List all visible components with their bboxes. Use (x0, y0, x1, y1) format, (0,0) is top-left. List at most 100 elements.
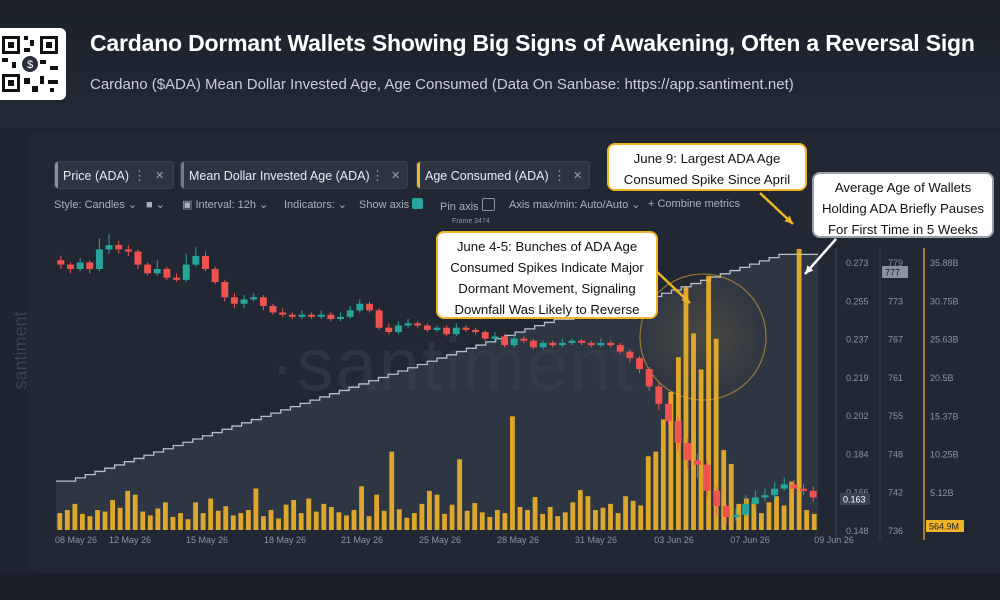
x-axis-tick: 21 May 26 (341, 535, 383, 545)
price-candle-body (76, 262, 84, 269)
price-candle-body (645, 369, 653, 387)
price-candle-body (279, 312, 287, 315)
show-axis-toggle[interactable]: Show axis (359, 198, 424, 211)
price-candle-body (105, 245, 113, 250)
age-consumed-bar (313, 511, 319, 530)
age-consumed-bar (336, 512, 342, 530)
price-candle-body (597, 342, 605, 346)
price-candle-body (780, 484, 788, 489)
price-candle-body (356, 303, 364, 311)
age-consumed-bar (404, 517, 410, 530)
age-consumed-bar (321, 503, 327, 530)
age-consumed-bar (396, 509, 402, 530)
age-consumed-bar (64, 510, 70, 530)
header: $ Cardano Dormant Wallets Showing Big Si… (0, 0, 1000, 128)
color-picker[interactable]: ■ ⌄ (146, 199, 165, 211)
age-consumed-bar (562, 512, 568, 530)
price-candle-body (298, 314, 306, 317)
age-consumed-bar (449, 504, 455, 530)
axis-maxmin-dropdown[interactable]: Axis max/min: Auto/Auto ⌄ (509, 199, 641, 211)
age-consumed-bar (532, 496, 538, 530)
price-candle-body (626, 351, 634, 359)
style-dropdown[interactable]: Style: Candles ⌄ (54, 199, 138, 211)
callout-june-9: June 9: Largest ADA Age Consumed Spike S… (607, 143, 807, 191)
age-consumed-bar (457, 459, 463, 530)
price-candle-body (539, 342, 547, 348)
age-consumed-bar (645, 456, 651, 530)
age-consumed-bar (691, 333, 696, 530)
age-consumed-bar (72, 503, 78, 530)
metric-tab-price[interactable]: Price (ADA) ⋮ ✕ (54, 161, 174, 189)
age-consumed-bar (517, 506, 523, 530)
age-axis-tick: 30.75B (930, 296, 959, 306)
age-consumed-bar (728, 463, 734, 530)
age-consumed-bar (155, 508, 161, 530)
price-candle-body (86, 262, 94, 269)
age-consumed-bar (706, 275, 712, 530)
price-candle-body (761, 495, 769, 498)
age-consumed-bar (540, 513, 546, 530)
mdia-axis-tick: 736 (888, 526, 903, 536)
more-options-icon[interactable]: ⋮ (371, 168, 384, 183)
price-candle-body (771, 488, 779, 496)
price-candle-body (269, 305, 277, 313)
age-consumed-bar (487, 516, 493, 530)
x-axis-tick: 28 May 26 (497, 535, 539, 545)
price-candle-body (375, 310, 383, 328)
metric-tab-mdia[interactable]: Mean Dollar Invested Age (ADA) ⋮ ✕ (180, 161, 408, 189)
close-icon[interactable]: ✕ (391, 170, 401, 182)
price-axis-tick: 0.237 (846, 335, 869, 345)
age-consumed-bar (623, 496, 629, 530)
price-candle-body (202, 255, 209, 269)
age-consumed-bar (608, 503, 613, 530)
age-consumed-bar (804, 510, 810, 530)
price-candle-body (144, 264, 152, 274)
age-consumed-bar (721, 450, 727, 530)
mdia-axis-tick: 773 (888, 296, 903, 306)
x-axis-tick: 07 Jun 26 (730, 535, 770, 545)
price-candle-body (665, 403, 672, 422)
close-icon[interactable]: ✕ (573, 170, 583, 182)
age-consumed-bar (351, 510, 357, 530)
age-consumed-bar (796, 248, 802, 531)
age-consumed-bar (781, 505, 787, 530)
age-consumed-bar (751, 502, 757, 530)
more-options-icon[interactable]: ⋮ (553, 168, 566, 183)
age-consumed-bar (344, 515, 349, 530)
axis-maxmin-label: Axis max/min: Auto/Auto (509, 199, 629, 211)
metric-tab-age-consumed[interactable]: Age Consumed (ADA) ⋮ ✕ (416, 161, 590, 189)
price-candle-body (163, 268, 171, 278)
close-icon[interactable]: ✕ (155, 170, 165, 182)
interval-dropdown[interactable]: ▣ Interval: 12h ⌄ (182, 199, 269, 211)
age-axis-tick: 25.63B (930, 335, 959, 345)
price-candle-body (732, 514, 740, 517)
price-axis-tick: 0.166 (846, 488, 869, 498)
mdia-current-badge-bg (882, 266, 908, 278)
age-consumed-bar (510, 416, 515, 530)
pin-axis-toggle[interactable]: Pin axis (440, 198, 495, 213)
price-candle-body (240, 299, 248, 304)
combine-metrics-button[interactable]: + Combine metrics (648, 198, 741, 210)
age-consumed-bar (57, 513, 63, 530)
price-candle-body (722, 506, 730, 517)
price-candle-body (346, 310, 354, 317)
checkbox-checked-icon (412, 198, 424, 209)
price-candle-body (491, 336, 499, 339)
callout-june-4-5: June 4-5: Bunches of ADA Age Consumed Sp… (436, 231, 658, 319)
price-candle-body (587, 342, 595, 346)
checkbox-icon (481, 198, 495, 211)
x-axis-tick: 09 Jun 26 (814, 535, 854, 545)
more-options-icon[interactable]: ⋮ (133, 168, 146, 183)
age-consumed-bar (427, 490, 432, 530)
price-candle-body (742, 503, 750, 515)
price-candle-body (250, 297, 258, 300)
mdia-area (56, 254, 818, 531)
x-axis-tick: 25 May 26 (419, 535, 461, 545)
indicators-dropdown[interactable]: Indicators: ⌄ (284, 199, 348, 211)
price-candle-body (337, 316, 345, 320)
show-axis-label: Show axis (359, 199, 410, 211)
price-candle-body (366, 303, 373, 311)
age-consumed-bar (283, 504, 289, 530)
price-candle-body (693, 460, 701, 465)
age-consumed-bar (698, 369, 704, 530)
